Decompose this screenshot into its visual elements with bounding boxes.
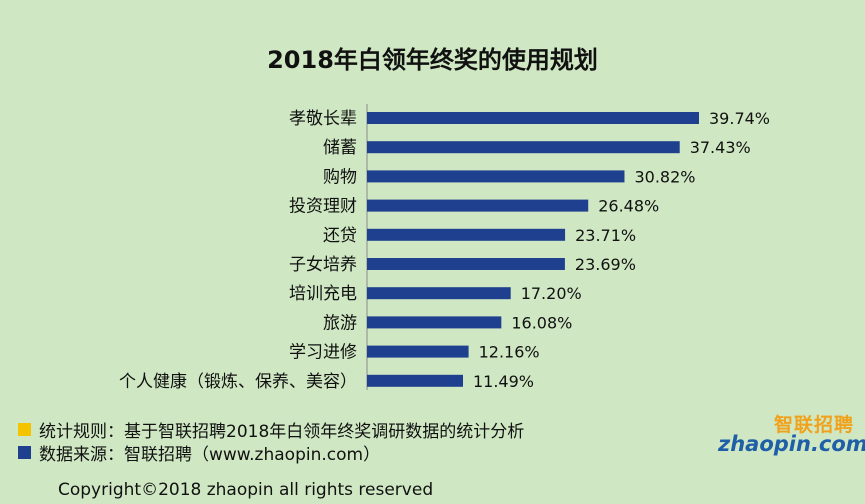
logo-en-text: zhaopin.com xyxy=(718,432,865,456)
value-label: 26.48% xyxy=(598,197,659,216)
category-label: 投资理财 xyxy=(289,197,357,217)
logo-cn-text: 智联招聘 xyxy=(773,414,854,436)
bar xyxy=(367,258,565,270)
value-label: 37.43% xyxy=(690,138,751,157)
category-label: 孝敬长辈 xyxy=(289,109,357,129)
bar xyxy=(367,199,589,212)
note-rule-text: 统计规则：基于智联招聘2018年白领年终奖调研数据的统计分析 xyxy=(39,422,525,442)
value-label: 23.69% xyxy=(575,255,636,274)
category-label: 培训充电 xyxy=(289,284,357,304)
note-swatch-rule xyxy=(18,423,31,436)
bar xyxy=(367,287,511,300)
note-swatch-source xyxy=(18,446,31,459)
value-label: 23.71% xyxy=(575,226,636,245)
note-source-text: 数据来源：智联招聘（www.zhaopin.com） xyxy=(39,445,381,465)
category-label: 旅游 xyxy=(323,313,357,333)
value-label: 12.16% xyxy=(479,343,540,362)
category-label: 购物 xyxy=(323,167,357,187)
category-label: 储蓄 xyxy=(323,138,357,158)
value-label: 11.49% xyxy=(473,372,534,391)
bar xyxy=(367,170,625,183)
category-label: 学习进修 xyxy=(289,343,357,363)
value-label: 16.08% xyxy=(511,313,572,332)
bar xyxy=(367,374,463,387)
chart-title: 2018年白领年终奖的使用规划 xyxy=(267,46,598,74)
note-row-source: 数据来源：智联招聘（www.zhaopin.com） xyxy=(18,441,524,465)
category-label: 个人健康（锻炼、保养、美容） xyxy=(119,372,357,392)
value-label: 17.20% xyxy=(521,284,582,303)
zhaopin-logo: 智联招聘 zhaopin.com xyxy=(718,410,865,466)
bar xyxy=(367,112,699,124)
bar-chart: 孝敬长辈 39.74% 储蓄 37.43% 购物 30.82% 投资理财 26.48% 还贷 23… xyxy=(119,104,770,392)
value-label: 39.74% xyxy=(709,109,770,128)
copyright-text: Copyright©2018 zhaopin all rights reserv… xyxy=(58,480,434,500)
bar xyxy=(367,316,502,329)
value-label: 30.82% xyxy=(634,167,695,186)
category-label: 还贷 xyxy=(323,226,357,246)
bar xyxy=(367,141,680,154)
note-row-rule: 统计规则：基于智联招聘2018年白领年终奖调研数据的统计分析 xyxy=(18,418,525,442)
chart-notes: 统计规则：基于智联招聘2018年白领年终奖调研数据的统计分析 数据来源：智联招聘… xyxy=(18,418,525,465)
bar xyxy=(367,345,469,358)
bar xyxy=(367,228,566,241)
category-label: 子女培养 xyxy=(289,255,357,275)
